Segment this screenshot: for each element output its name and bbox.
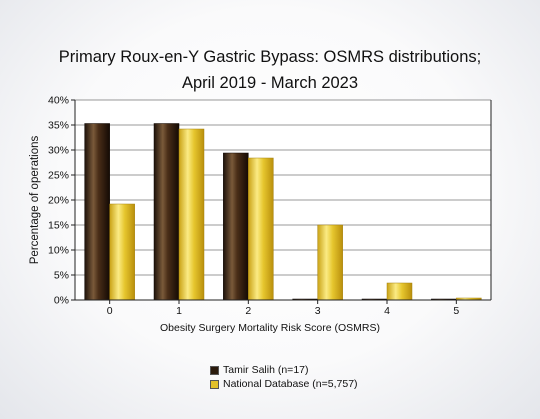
y-tick-label: 10% [48, 245, 69, 257]
bar-national-database-2 [248, 157, 274, 301]
y-tick-label: 15% [48, 220, 69, 232]
bar-national-database-4 [386, 282, 413, 301]
y-tick-label: 35% [48, 120, 69, 132]
bar-national-database-3 [317, 224, 343, 301]
x-tick-label: 4 [384, 305, 390, 317]
y-tick-label: 40% [48, 95, 69, 107]
bar-tamir-salih-2 [223, 152, 249, 301]
legend-label-national-database: National Database (n=5,757) [223, 378, 358, 390]
legend-item-national-database: National Database (n=5,757) [210, 378, 358, 390]
y-tick-label: 0% [54, 295, 69, 307]
chart-title-line-1: Primary Roux-en-Y Gastric Bypass: OSMRS … [58, 48, 482, 66]
x-tick-label: 5 [453, 305, 459, 317]
bar-tamir-salih-1 [153, 123, 180, 301]
x-tick-label: 1 [176, 305, 182, 317]
y-tick-label: 20% [48, 195, 69, 207]
x-tick-label: 0 [107, 305, 113, 317]
y-tick-label: 5% [54, 270, 69, 282]
x-tick-label: 3 [315, 305, 321, 317]
y-tick-label: 30% [48, 145, 69, 157]
chart-title-line-2: April 2019 - March 2023 [181, 74, 359, 92]
y-axis-label: Percentage of operations [29, 136, 41, 265]
bar-national-database-1 [178, 128, 205, 301]
legend-swatch-tamir-salih [210, 365, 219, 375]
x-axis-label: Obesity Surgery Mortality Risk Score (OS… [160, 322, 380, 334]
y-tick-label: 25% [48, 170, 69, 182]
bar-tamir-salih-0 [84, 123, 110, 301]
legend-label-tamir-salih: Tamir Salih (n=17) [223, 364, 309, 376]
x-tick-label: 2 [245, 305, 251, 317]
legend-swatch-national-database [210, 379, 219, 389]
legend-item-tamir-salih: Tamir Salih (n=17) [210, 364, 309, 376]
bar-national-database-0 [109, 203, 135, 301]
